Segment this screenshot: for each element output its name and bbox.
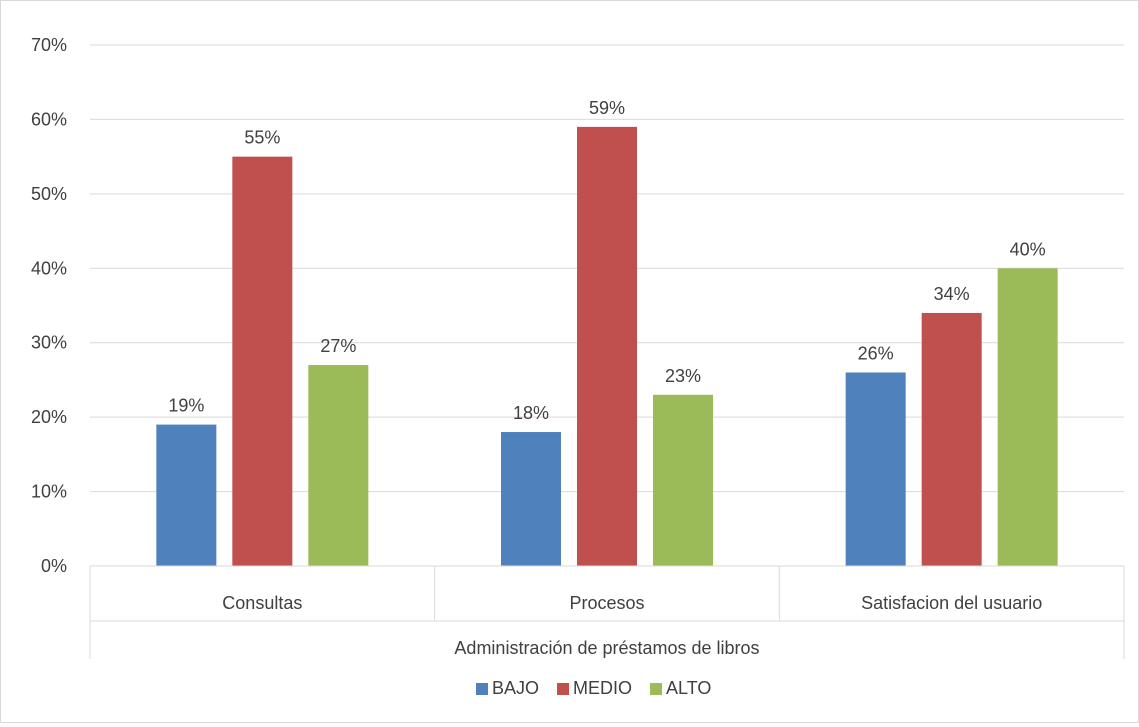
bar-medio-3	[921, 312, 982, 566]
y-tick-label: 60%	[31, 109, 67, 129]
bar-bajo-3	[845, 372, 906, 566]
y-tick-label: 30%	[31, 333, 67, 353]
bar-alto-1	[308, 365, 369, 566]
x-category-label: Satisfacion del usuario	[861, 593, 1042, 613]
x-category-label: Procesos	[569, 593, 644, 613]
y-tick-label: 10%	[31, 482, 67, 502]
legend: BAJO MEDIO ALTO	[476, 678, 711, 698]
data-labels: 19% 18% 26% 55% 59% 34% 27% 23% 40%	[168, 98, 1045, 423]
data-label: 27%	[320, 336, 356, 356]
data-label: 18%	[513, 403, 549, 423]
data-label: 34%	[934, 284, 970, 304]
data-label: 55%	[244, 128, 280, 148]
legend-label-alto: ALTO	[666, 678, 711, 698]
y-tick-label: 70%	[31, 35, 67, 55]
legend-label-bajo: BAJO	[492, 678, 539, 698]
data-label: 26%	[858, 343, 894, 363]
data-label: 40%	[1010, 239, 1046, 259]
bar-alto-3	[997, 268, 1058, 566]
y-tick-label: 0%	[41, 556, 67, 576]
bar-medio-2	[577, 126, 637, 566]
legend-swatch-alto	[650, 683, 663, 695]
axes: 0% 10% 20% 30% 40% 50% 60% 70% Consultas Procesos…	[31, 35, 1125, 659]
bar-bajo-1	[156, 424, 217, 566]
legend-swatch-medio	[557, 683, 570, 695]
y-tick-label: 50%	[31, 184, 67, 204]
data-label: 23%	[665, 366, 701, 386]
y-tick-label: 40%	[31, 258, 67, 278]
data-label: 19%	[168, 396, 204, 416]
legend-swatch-bajo	[476, 683, 488, 695]
x-category-label: Consultas	[222, 593, 302, 613]
bars	[156, 126, 1058, 566]
bar-medio-1	[232, 156, 293, 566]
bar-bajo-2	[501, 432, 561, 566]
bar-alto-2	[653, 394, 713, 566]
x-axis-title: Administración de préstamos de libros	[454, 638, 759, 658]
data-label: 59%	[589, 98, 625, 118]
y-tick-label: 20%	[31, 407, 67, 427]
legend-label-medio: MEDIO	[573, 678, 632, 698]
